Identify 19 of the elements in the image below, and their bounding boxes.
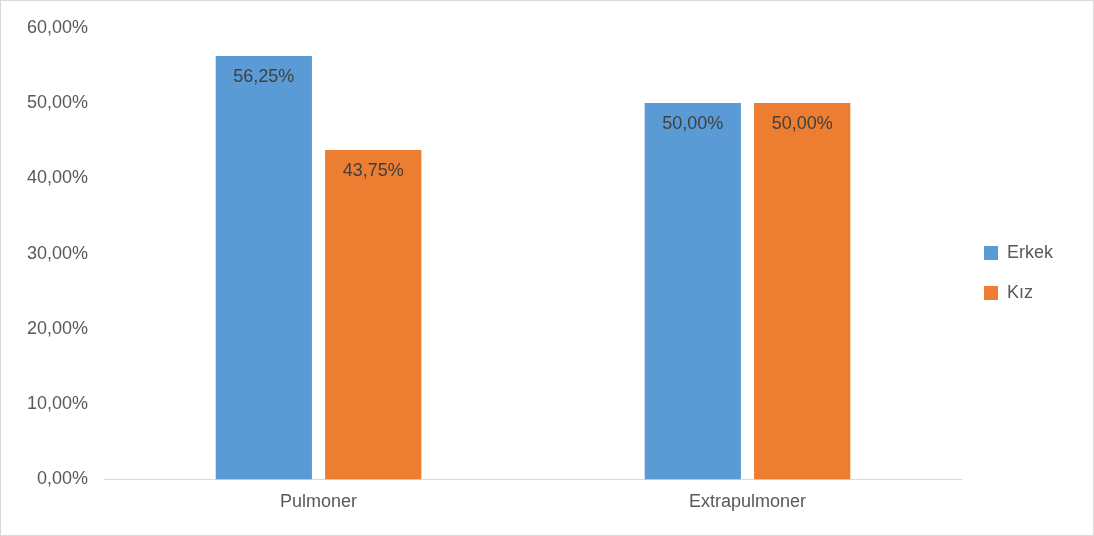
data-label: 43,75% <box>342 160 404 181</box>
legend-label: Erkek <box>1006 241 1054 262</box>
bar <box>325 150 422 480</box>
x-tick-label: Extrapulmoner <box>688 491 807 512</box>
y-tick-label: 40,00% <box>26 167 89 188</box>
data-label: 50,00% <box>771 113 833 134</box>
data-label: 56,25% <box>233 65 295 86</box>
y-tick-label: 20,00% <box>26 317 89 338</box>
y-tick-label: 60,00% <box>26 16 89 37</box>
y-tick-label: 30,00% <box>26 242 89 263</box>
y-tick-label: 0,00% <box>37 468 89 489</box>
bar <box>215 56 312 480</box>
y-tick-label: 50,00% <box>26 92 89 113</box>
x-tick-label: Pulmoner <box>280 491 358 512</box>
bar <box>644 103 741 480</box>
y-tick-label: 10,00% <box>26 393 89 414</box>
bar <box>754 103 851 480</box>
data-label: 50,00% <box>662 113 724 134</box>
legend-label: Kız <box>1006 281 1033 302</box>
